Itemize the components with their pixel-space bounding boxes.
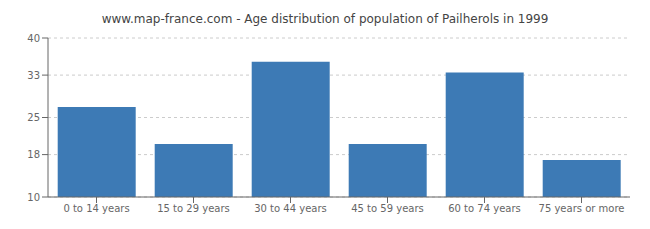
svg-text:18: 18 [27,149,40,160]
svg-text:30 to 44 years: 30 to 44 years [254,203,327,214]
svg-text:0 to 14 years: 0 to 14 years [63,203,129,214]
svg-text:40: 40 [27,33,40,44]
svg-text:25: 25 [27,112,40,123]
svg-text:33: 33 [27,70,40,81]
svg-text:75 years or more: 75 years or more [539,203,625,214]
svg-text:10: 10 [27,192,40,203]
svg-text:45 to 59 years: 45 to 59 years [351,203,424,214]
svg-text:60 to 74 years: 60 to 74 years [448,203,521,214]
html-text:www.map-france.com - Age distr: www.map-france.com - Age distribution of… [101,12,549,26]
svg-text:15 to 29 years: 15 to 29 years [157,203,230,214]
